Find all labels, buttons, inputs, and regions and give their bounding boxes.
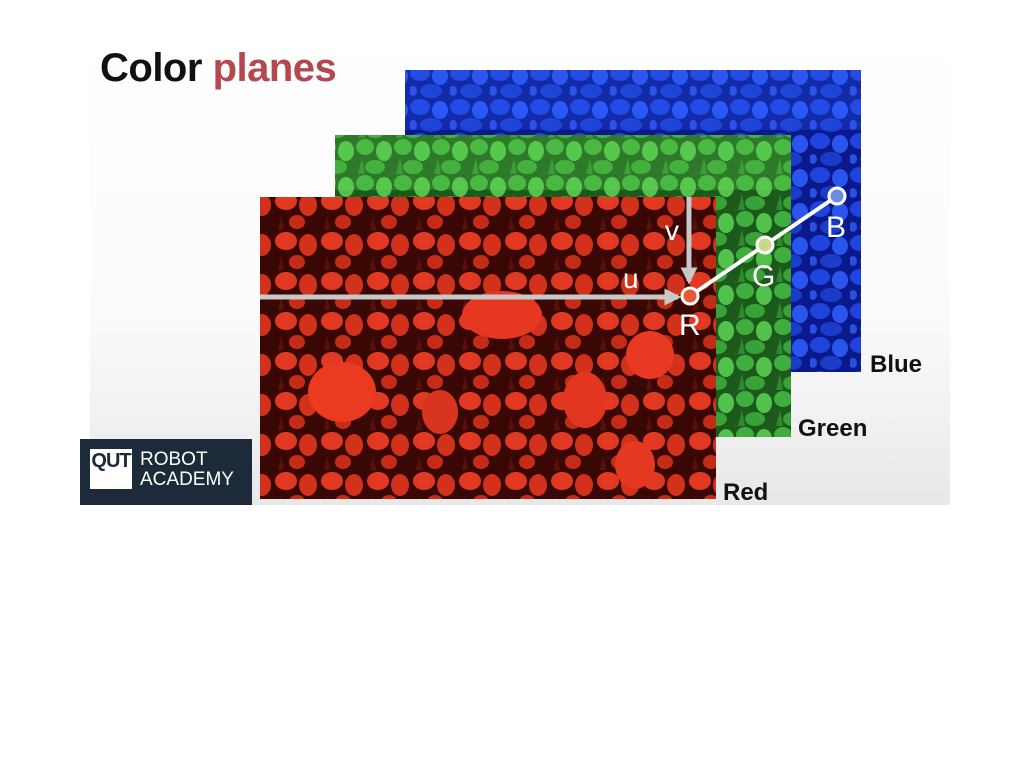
red-tulip [462,291,542,339]
red-tulip [563,372,607,428]
blue-pixel-label: B [826,211,846,244]
red-pixel-marker [680,286,700,306]
title-word-planes: planes [212,46,337,90]
red-plane-label: Red [723,479,768,505]
green-plane-label: Green [798,415,867,442]
qut-logo-mark: QUT [90,449,132,489]
green-pixel-marker [755,235,775,255]
blue-plane-label: Blue [870,351,922,378]
slide: Color planes [90,30,950,505]
color-planes-diagram: Blue Green Red u v R G B [260,70,922,505]
red-tulip [308,362,376,422]
title-word-color: Color [100,46,202,90]
red-pixel-label: R [679,309,701,342]
v-axis-label: v [665,215,679,246]
blue-pixel-marker [827,186,847,206]
blue-plane-highlight [405,70,861,130]
u-axis-label: u [623,263,639,294]
logo-line-robot: ROBOT [140,449,208,470]
red-tulip [422,390,458,434]
red-tulip [626,331,674,379]
qut-robot-academy-logo: QUT ROBOT ACADEMY [80,439,252,505]
green-pixel-label: G [752,260,775,293]
red-tulip [615,441,655,489]
slide-title: Color planes [100,44,337,92]
logo-line-academy: ACADEMY [140,469,234,490]
green-plane-highlight [335,135,791,190]
